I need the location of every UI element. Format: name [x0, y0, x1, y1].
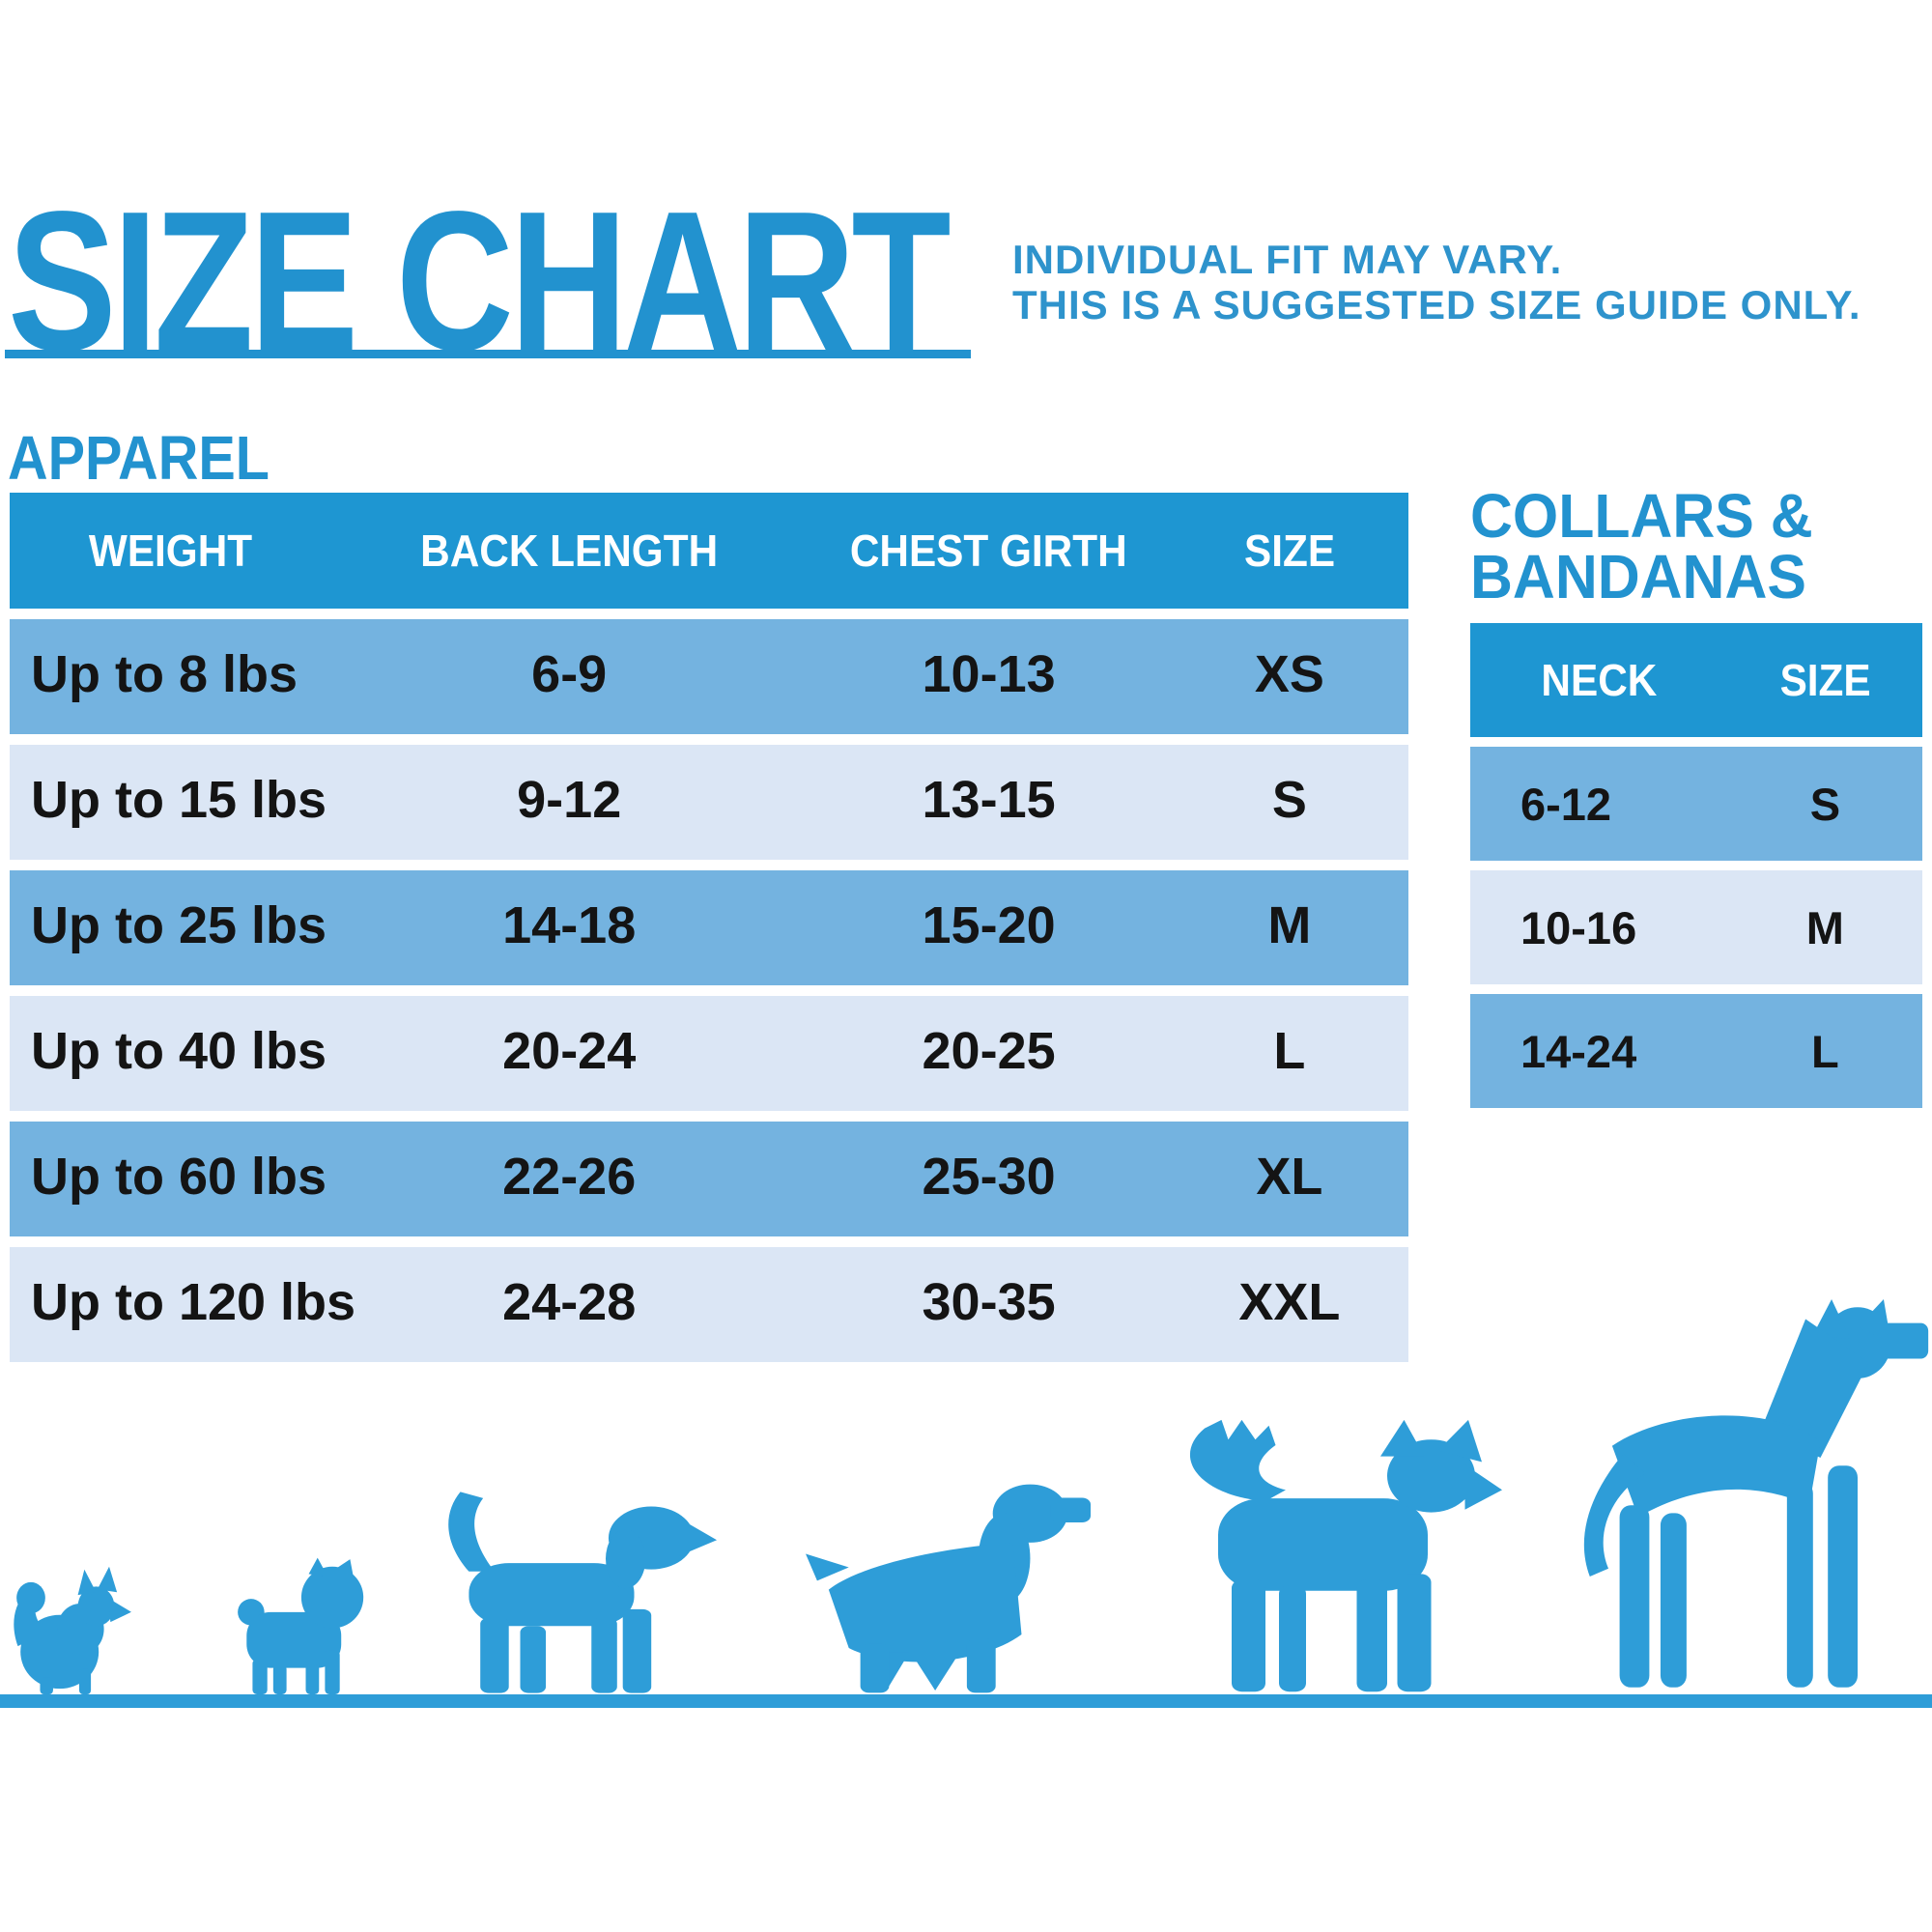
table-row: 10-16 M	[1470, 870, 1922, 984]
cell-size: L	[1811, 1025, 1839, 1077]
pug-dog-icon	[232, 1550, 380, 1697]
cell-neck: 10-16	[1520, 901, 1637, 953]
collars-heading-line-1: COLLARS &	[1470, 481, 1813, 551]
title-underline	[5, 350, 971, 358]
column-header-size: SIZE	[1243, 526, 1335, 576]
cell-size: XS	[1254, 644, 1324, 703]
column-header-size: SIZE	[1779, 655, 1871, 705]
column-header-weight: WEIGHT	[88, 526, 253, 576]
cell-weight: Up to 60 lbs	[31, 1147, 327, 1206]
cell-size: S	[1809, 778, 1841, 830]
disclaimer: INDIVIDUAL FIT MAY VARY. THIS IS A SUGGE…	[1012, 237, 1861, 327]
cell-weight: Up to 120 lbs	[31, 1272, 356, 1331]
collars-size-table: NECK SIZE 6-12 S 10-16 M 14-24 L	[1470, 623, 1922, 1108]
cell-chest-girth: 25-30	[922, 1147, 1056, 1206]
cell-chest-girth: 15-20	[922, 895, 1056, 954]
table-row: Up to 25 lbs 14-18 15-20 M	[10, 870, 1408, 985]
cell-back-length: 22-26	[502, 1147, 637, 1206]
apparel-section-heading: APPAREL	[8, 423, 270, 493]
cell-size: L	[1273, 1021, 1306, 1080]
cell-neck: 14-24	[1520, 1025, 1637, 1077]
cell-weight: Up to 40 lbs	[31, 1021, 327, 1080]
cell-weight: Up to 8 lbs	[31, 644, 298, 703]
cell-back-length: 9-12	[517, 770, 622, 829]
cell-back-length: 20-24	[502, 1021, 637, 1080]
cell-chest-girth: 30-35	[922, 1272, 1056, 1331]
cell-size: M	[1805, 901, 1844, 953]
ground-line	[0, 1694, 1932, 1708]
disclaimer-line-2: THIS IS A SUGGESTED SIZE GUIDE ONLY.	[1012, 282, 1861, 327]
table-row: Up to 40 lbs 20-24 20-25 L	[10, 996, 1408, 1111]
table-row: Up to 60 lbs 22-26 25-30 XL	[10, 1122, 1408, 1236]
collars-heading-line-2: BANDANAS	[1470, 542, 1806, 611]
husky-dog-icon	[1164, 1417, 1502, 1697]
table-row: Up to 15 lbs 9-12 13-15 S	[10, 745, 1408, 860]
cell-size: XXL	[1238, 1272, 1341, 1331]
table-row: 6-12 S	[1470, 747, 1922, 861]
table-row: Up to 8 lbs 6-9 10-13 XS	[10, 619, 1408, 734]
collars-table-header-row: NECK SIZE	[1470, 623, 1922, 737]
collars-section-heading: COLLARS & BANDANAS	[1470, 481, 1813, 611]
cell-back-length: 24-28	[502, 1272, 637, 1331]
pomeranian-dog-icon	[5, 1555, 135, 1697]
table-row: 14-24 L	[1470, 994, 1922, 1108]
cocker-spaniel-dog-icon	[806, 1473, 1094, 1697]
cell-back-length: 14-18	[502, 895, 637, 954]
cell-size: XL	[1256, 1147, 1323, 1206]
column-header-back-length: BACK LENGTH	[420, 526, 719, 576]
apparel-table-header-row: WEIGHT BACK LENGTH CHEST GIRTH SIZE	[10, 493, 1408, 609]
cell-weight: Up to 15 lbs	[31, 770, 327, 829]
cell-size: S	[1271, 770, 1307, 829]
beagle-dog-icon	[435, 1488, 720, 1697]
cell-size: M	[1267, 895, 1312, 954]
cell-chest-girth: 13-15	[922, 770, 1056, 829]
cell-back-length: 6-9	[531, 644, 608, 703]
cell-neck: 6-12	[1520, 778, 1612, 830]
column-header-chest-girth: CHEST GIRTH	[850, 526, 1127, 576]
cell-chest-girth: 20-25	[922, 1021, 1056, 1080]
apparel-size-table: WEIGHT BACK LENGTH CHEST GIRTH SIZE Up t…	[10, 493, 1408, 1362]
page-title: SIZE CHART	[8, 170, 952, 392]
cell-chest-girth: 10-13	[922, 644, 1056, 703]
column-header-neck: NECK	[1541, 655, 1658, 705]
great-dane-dog-icon	[1560, 1299, 1932, 1695]
cell-weight: Up to 25 lbs	[31, 895, 327, 954]
table-row: Up to 120 lbs 24-28 30-35 XXL	[10, 1247, 1408, 1362]
disclaimer-line-1: INDIVIDUAL FIT MAY VARY.	[1012, 237, 1563, 282]
